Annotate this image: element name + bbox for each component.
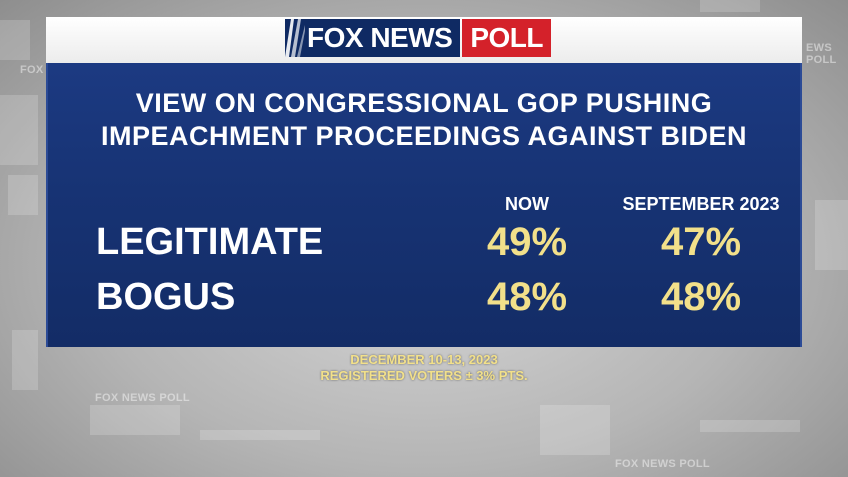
bg-block xyxy=(815,200,848,270)
bg-block xyxy=(200,430,320,440)
poll-title: VIEW ON CONGRESSIONAL GOP PUSHING IMPEAC… xyxy=(48,87,800,153)
value-bogus-september-2023: 48% xyxy=(660,275,742,319)
column-header-now: NOW xyxy=(505,194,549,214)
bg-block xyxy=(540,405,610,455)
poll-sample-note: REGISTERED VOTERS ± 3% PTS. xyxy=(320,368,528,383)
poll-title-line-2: IMPEACHMENT PROCEEDINGS AGAINST BIDEN xyxy=(100,121,748,151)
value-legitimate-now: 49% xyxy=(486,220,568,264)
row-label-bogus: BOGUS xyxy=(96,276,236,318)
background-watermark: FOX NEWS POLL xyxy=(95,392,190,404)
bg-block xyxy=(8,175,38,215)
bg-block xyxy=(90,405,180,435)
logo-poll-text: POLL xyxy=(462,19,552,57)
poll-title-line-1: VIEW ON CONGRESSIONAL GOP PUSHING xyxy=(135,88,713,118)
bg-block xyxy=(700,0,760,12)
fox-news-poll-logo: FOX NEWS POLL xyxy=(285,19,552,57)
background-watermark: EWS POLL xyxy=(806,42,837,66)
searchlight-icon xyxy=(285,19,305,57)
column-header-september-2023: SEPTEMBER 2023 xyxy=(622,194,780,214)
bg-block xyxy=(700,420,800,432)
row-label-legitimate: LEGITIMATE xyxy=(96,221,324,263)
bg-block xyxy=(0,20,30,60)
value-bogus-now: 48% xyxy=(486,275,568,319)
poll-panel: VIEW ON CONGRESSIONAL GOP PUSHING IMPEAC… xyxy=(46,63,802,347)
background-watermark: FOX NEWS POLL xyxy=(615,458,710,470)
bg-block xyxy=(0,95,38,165)
poll-dates: DECEMBER 10-13, 2023 xyxy=(350,352,498,367)
value-legitimate-september-2023: 47% xyxy=(660,220,742,264)
logo-fox-news-text: FOX NEWS xyxy=(305,19,461,57)
